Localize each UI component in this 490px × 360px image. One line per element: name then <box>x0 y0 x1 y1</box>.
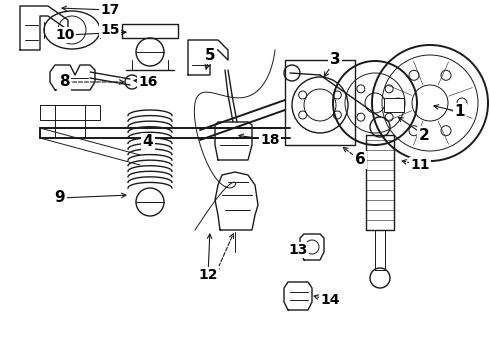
Text: 14: 14 <box>320 293 340 307</box>
Text: 16: 16 <box>138 75 158 89</box>
Text: 6: 6 <box>355 153 366 167</box>
Text: 5: 5 <box>205 48 215 63</box>
Text: 10: 10 <box>55 28 74 42</box>
Text: 8: 8 <box>59 75 69 90</box>
Text: 2: 2 <box>418 127 429 143</box>
Text: 9: 9 <box>55 190 65 206</box>
Text: 18: 18 <box>260 133 280 147</box>
Text: 3: 3 <box>330 53 341 68</box>
Ellipse shape <box>44 11 100 49</box>
Text: 7: 7 <box>210 267 220 283</box>
Text: 12: 12 <box>198 268 218 282</box>
Text: 11: 11 <box>410 158 430 172</box>
Text: 15: 15 <box>100 23 120 37</box>
Text: 4: 4 <box>143 135 153 149</box>
Text: 17: 17 <box>100 3 120 17</box>
FancyBboxPatch shape <box>384 98 404 112</box>
Text: 13: 13 <box>288 243 308 257</box>
Text: 1: 1 <box>455 104 465 120</box>
